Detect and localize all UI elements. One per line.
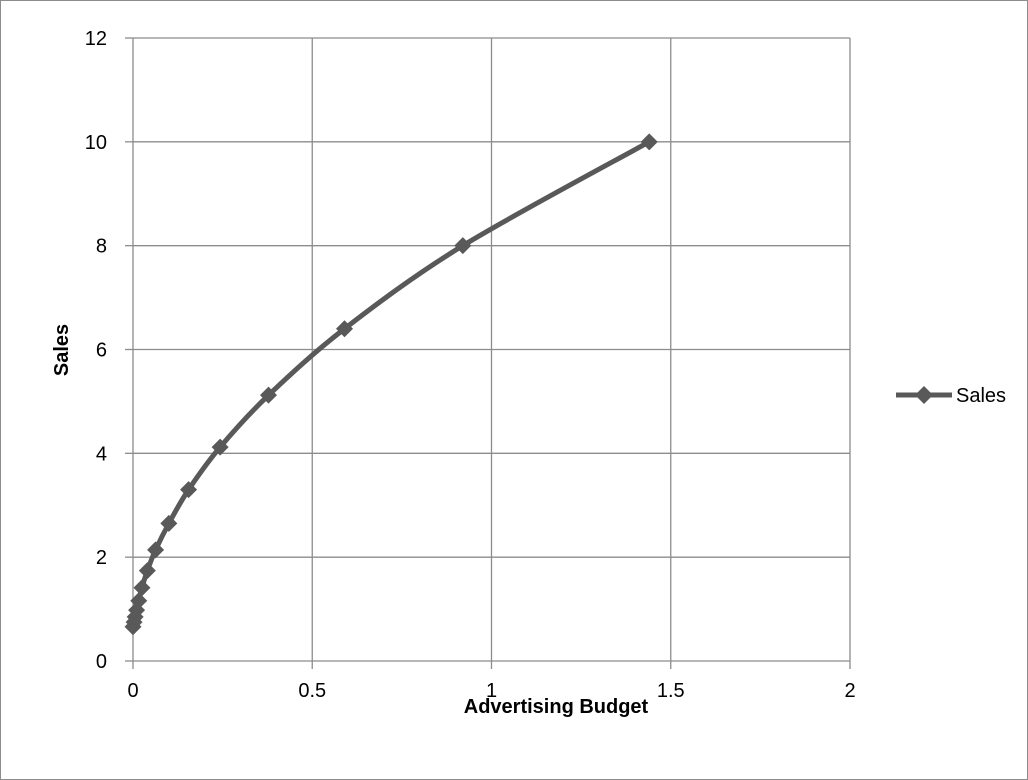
- x-tick-label: 1.5: [657, 680, 685, 702]
- y-tick-label: 8: [96, 236, 107, 258]
- y-tick-label: 0: [96, 651, 107, 673]
- data-point-marker: [336, 320, 354, 338]
- data-point-marker: [133, 579, 151, 597]
- x-tick-labels: 0 0.5 1 1.5 2: [127, 680, 855, 702]
- axes: [125, 37, 851, 669]
- gridlines: [133, 37, 851, 661]
- legend: Sales: [896, 385, 1006, 407]
- x-tick-label: 0.5: [298, 680, 326, 702]
- series-layer: [124, 133, 658, 636]
- y-tick-label: 12: [85, 28, 107, 50]
- data-point-marker: [640, 133, 658, 151]
- data-point-marker: [260, 386, 278, 404]
- data-point-marker: [138, 562, 156, 580]
- data-point-marker: [180, 481, 198, 499]
- x-tick-label: 1: [486, 680, 497, 702]
- y-tick-label: 4: [96, 443, 107, 465]
- legend-marker-sales: [915, 386, 933, 404]
- x-tick-label: 0: [127, 680, 138, 702]
- x-axis-title: Advertising Budget: [464, 696, 649, 718]
- x-tick-label: 2: [844, 680, 855, 702]
- data-point-marker: [211, 438, 229, 456]
- y-tick-labels: 0 2 4 6 8 10 12: [85, 28, 107, 673]
- y-tick-label: 6: [96, 340, 107, 362]
- data-point-marker: [454, 237, 472, 255]
- data-point-marker: [130, 592, 148, 610]
- y-tick-label: 10: [85, 132, 107, 154]
- data-point-marker: [160, 514, 178, 532]
- y-tick-label: 2: [96, 547, 107, 569]
- series-line-sales: [130, 139, 651, 628]
- legend-label-sales: Sales: [956, 385, 1006, 407]
- y-axis-title: Sales: [51, 324, 73, 376]
- data-point-marker: [147, 541, 165, 559]
